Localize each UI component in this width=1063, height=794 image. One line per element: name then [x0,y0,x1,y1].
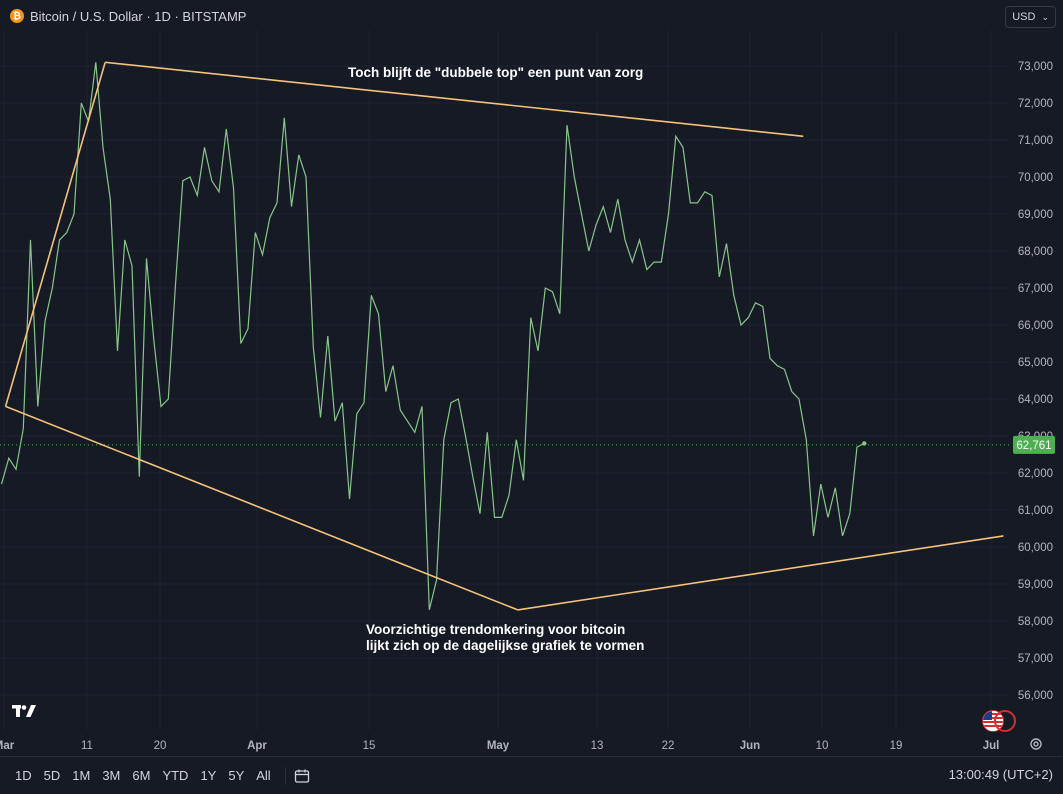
x-tick-label: Jun [740,740,760,752]
x-tick-label: Jul [983,740,1000,752]
annotation-double-top[interactable]: Toch blijft de "dubbele top" een punt va… [348,65,643,80]
bottom-toolbar: 1D 5D 1M 3M 6M YTD 1Y 5Y All [0,756,1063,794]
y-tick-label: 65,000 [1018,357,1053,369]
symbol-title: Bitcoin / U.S. Dollar · 1D · BITSTAMP [30,8,247,24]
range-button-1m[interactable]: 1M [72,768,91,783]
annotation-trend-reversal-2[interactable]: lijkt zich op de dagelijkse grafiek te v… [366,638,644,653]
last-price-label: 62,761 [1016,440,1051,452]
trendline[interactable] [517,535,1004,611]
last-point [862,441,867,446]
range-button-1y[interactable]: 1Y [200,768,217,783]
annotation-trend-reversal[interactable]: Voorzichtige trendomkering voor bitcoin [366,622,625,637]
range-button-5y[interactable]: 5Y [228,768,245,783]
y-tick-label: 73,000 [1018,61,1053,73]
range-button-ytd[interactable]: YTD [162,768,189,783]
x-tick-label: 20 [154,740,167,752]
y-tick-label: 60,000 [1018,542,1053,554]
range-button-6m[interactable]: 6M [132,768,151,783]
trendline[interactable] [4,62,106,407]
y-tick-label: 69,000 [1018,209,1053,221]
x-tick-label: Mar [0,740,15,752]
clock-display[interactable]: 13:00:49 (UTC+2) [948,767,1053,782]
range-button-1d[interactable]: 1D [15,768,32,783]
price-line [0,62,865,611]
x-tick-label: 15 [363,740,376,752]
range-selector: 1D 5D 1M 3M 6M YTD 1Y 5Y All [9,768,277,783]
x-tick-label: 10 [816,740,829,752]
tradingview-logo[interactable] [12,704,36,724]
last-price-badge [1013,435,1055,454]
x-tick-label: 22 [662,740,675,752]
range-button-5d[interactable]: 5D [43,768,61,783]
bitcoin-icon: ₿ [10,9,24,23]
calendar-icon[interactable] [294,768,310,784]
y-tick-label: 71,000 [1018,135,1053,147]
chevron-down-icon: ⌄ [1041,11,1049,22]
range-button-3m[interactable]: 3M [102,768,121,783]
x-tick-label: 13 [591,740,604,752]
y-tick-label: 68,000 [1018,246,1053,258]
range-button-all[interactable]: All [256,768,271,783]
y-tick-label: 66,000 [1018,320,1053,332]
y-tick-label: 62,000 [1018,468,1053,480]
currency-selector[interactable]: USD ⌄ [1005,6,1056,28]
y-tick-label: 59,000 [1018,579,1053,591]
currency-label: USD [1012,11,1036,23]
y-tick-label: 58,000 [1018,616,1053,628]
symbol-header[interactable]: ₿ Bitcoin / U.S. Dollar · 1D · BITSTAMP [10,6,246,26]
x-tick-label: Apr [247,740,267,752]
event-marker-icon[interactable] [994,710,1016,732]
x-tick-label: 19 [890,740,903,752]
trendline[interactable] [105,61,804,138]
settings-icon[interactable] [1029,737,1043,751]
y-tick-label: 67,000 [1018,283,1053,295]
trendline[interactable] [5,405,518,611]
y-tick-label: 72,000 [1018,98,1053,110]
y-tick-label: 61,000 [1018,505,1053,517]
y-tick-label: 56,000 [1018,690,1053,702]
price-chart[interactable]: 56,000 57,000 58,000 59,000 60,000 61,000 62,0… [0,0,1063,756]
y-tick-label: 57,000 [1018,653,1053,665]
x-tick-label: 11 [81,740,93,752]
y-tick-label: 70,000 [1018,172,1053,184]
divider [284,766,286,785]
y-tick-label: 64,000 [1018,394,1053,406]
x-tick-label: May [487,740,510,752]
